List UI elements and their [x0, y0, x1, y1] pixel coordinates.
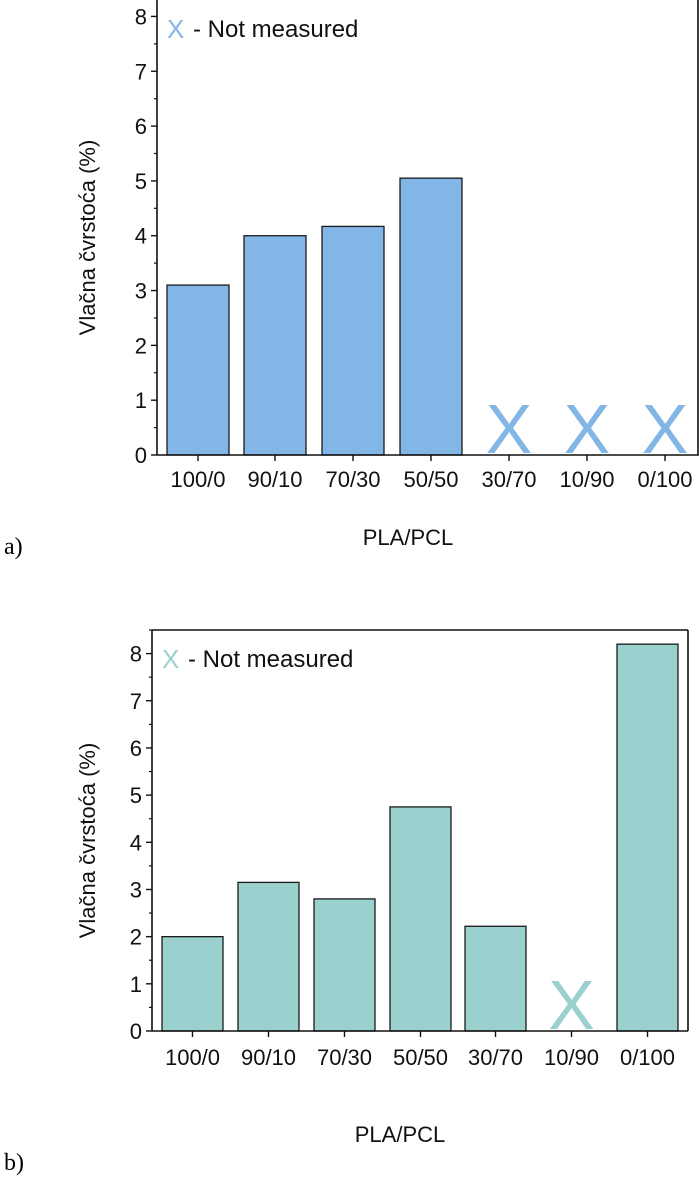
y-tick-label: 8 — [130, 642, 142, 667]
bar-70/30 — [321, 225, 385, 456]
panel-label: a) — [4, 534, 23, 560]
y-tick-label: 3 — [135, 279, 147, 304]
x-tick-label: 90/10 — [241, 1045, 296, 1070]
y-tick-label: 3 — [130, 877, 142, 902]
legend-mark: X — [167, 14, 184, 44]
legend: X - Not measured — [167, 14, 358, 44]
x-tick-label: 100/0 — [170, 467, 225, 492]
legend-label: - Not measured — [188, 646, 353, 673]
bar-100/0 — [166, 284, 230, 456]
x-tick-label: 90/10 — [247, 467, 302, 492]
y-tick-label: 2 — [130, 925, 142, 950]
y-tick-label: 0 — [135, 443, 147, 468]
x-tick-label: 30/70 — [468, 1045, 523, 1070]
x-tick-label: 30/70 — [481, 467, 536, 492]
legend-mark: X — [162, 644, 179, 674]
bar-90/10 — [237, 881, 300, 1032]
x-axis-title: PLA/PCL — [355, 1122, 446, 1147]
x-tick-label: 70/30 — [325, 467, 380, 492]
bar-30/70 — [464, 925, 527, 1032]
x-tick-label: 70/30 — [317, 1045, 372, 1070]
bar-100/0 — [161, 935, 224, 1032]
x-tick-label: 50/50 — [403, 467, 458, 492]
x-tick-label: 50/50 — [393, 1045, 448, 1070]
y-tick-label: 6 — [135, 114, 147, 139]
y-tick-label: 0 — [130, 1019, 142, 1044]
bar-70/30 — [313, 898, 376, 1032]
x-axis-title: PLA/PCL — [363, 525, 454, 550]
y-tick-label: 5 — [130, 783, 142, 808]
y-tick-label: 2 — [135, 333, 147, 358]
panel-label: b) — [4, 1150, 24, 1176]
bar-0/100 — [616, 643, 679, 1032]
y-tick-label: 8 — [135, 4, 147, 29]
bar-90/10 — [243, 235, 307, 456]
y-axis-title: Vlačna čvrstoća (%) — [75, 140, 100, 336]
y-tick-label: 7 — [135, 59, 147, 84]
y-tick-label: 6 — [130, 736, 142, 761]
chart-panel-2: X 0 1 2 3 4 5 6 7 8 100/0 90/10 70/30 50/50 30/70 10/90… — [4, 629, 689, 1176]
y-tick-label: 7 — [130, 689, 142, 714]
legend: X - Not measured — [162, 644, 353, 674]
y-tick-label: 4 — [135, 224, 147, 249]
x-tick-label: 0/100 — [637, 467, 692, 492]
legend-label: - Not measured — [193, 16, 358, 43]
x-tick-label: 10/90 — [559, 467, 614, 492]
x-tick-label: 100/0 — [165, 1045, 220, 1070]
bar-50/50 — [399, 177, 463, 456]
y-tick-label: 1 — [135, 388, 147, 413]
y-axis-title: Vlačna čvrstoća (%) — [75, 743, 100, 939]
x-tick-label: 10/90 — [544, 1045, 599, 1070]
y-tick-label: 4 — [130, 830, 142, 855]
bar-50/50 — [389, 806, 452, 1032]
x-tick-label: 0/100 — [620, 1045, 675, 1070]
y-tick-label: 5 — [135, 169, 147, 194]
y-tick-label: 1 — [130, 972, 142, 997]
